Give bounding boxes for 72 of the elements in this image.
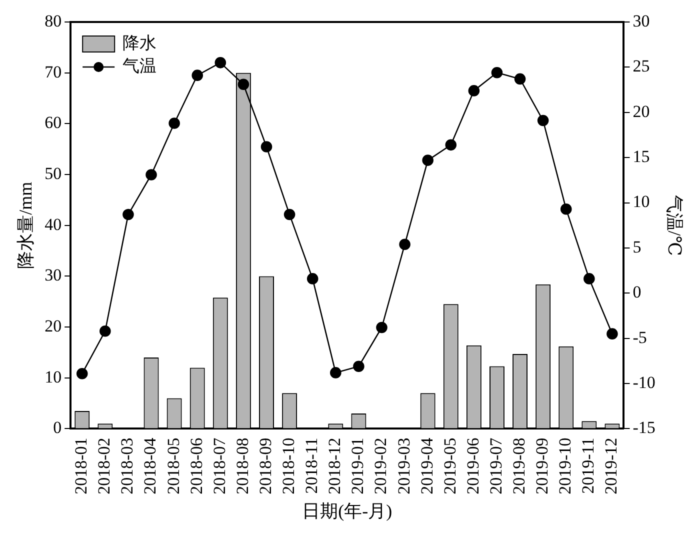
point bbox=[76, 368, 88, 380]
point bbox=[584, 273, 595, 284]
y2-tick-label: 15 bbox=[632, 147, 650, 166]
x-tick-label: 2018-04 bbox=[140, 437, 160, 494]
y2-tick-label: 20 bbox=[632, 102, 650, 121]
x-tick-label: 2019-04 bbox=[417, 437, 436, 494]
point bbox=[122, 208, 134, 220]
y2-axis-title: 气温/℃ bbox=[664, 194, 684, 256]
legend-label: 气温 bbox=[122, 56, 157, 76]
x-tick-label: 2018-09 bbox=[256, 438, 275, 494]
y-tick-label: 80 bbox=[44, 11, 62, 30]
x-tick-label: 2019-06 bbox=[463, 438, 482, 494]
point bbox=[168, 118, 180, 129]
point bbox=[606, 328, 618, 340]
y2-tick-label: 5 bbox=[632, 237, 642, 256]
point bbox=[422, 154, 434, 166]
point bbox=[468, 85, 480, 96]
y2-tick-label: -15 bbox=[632, 418, 656, 438]
x-tick-label: 2018-10 bbox=[279, 438, 298, 494]
y2-tick-label: -10 bbox=[632, 373, 656, 392]
y-axis-title: 降水量/mm bbox=[16, 182, 36, 269]
point bbox=[146, 169, 157, 180]
x-axis-title: 日期(年-月) bbox=[302, 500, 392, 521]
point bbox=[560, 203, 572, 215]
x-tick-label: 2019-01 bbox=[348, 438, 368, 494]
x-tick-label: 2019-07 bbox=[486, 437, 506, 494]
x-tick-label: 2018-05 bbox=[164, 438, 183, 494]
x-tick-label: 2018-01 bbox=[72, 438, 91, 494]
point bbox=[491, 66, 503, 78]
legend-label: 降水 bbox=[122, 33, 157, 52]
y-tick-label: 70 bbox=[44, 62, 62, 82]
x-tick-label: 2018-06 bbox=[186, 438, 206, 494]
point bbox=[537, 114, 549, 126]
x-tick-label: 2019-03 bbox=[394, 438, 414, 494]
x-tick-label: 2019-05 bbox=[440, 438, 460, 494]
y-tick-label: 50 bbox=[44, 164, 62, 183]
point bbox=[260, 141, 272, 152]
x-tick-label: 2019-02 bbox=[371, 438, 390, 494]
x-tick-label: 2018-07 bbox=[210, 437, 229, 494]
y2-tick-label: 0 bbox=[632, 282, 642, 302]
y2-tick-label: 25 bbox=[632, 56, 650, 76]
point bbox=[514, 73, 526, 85]
point bbox=[399, 238, 410, 250]
x-tick-label: 2018-08 bbox=[232, 438, 252, 494]
x-tick-label: 2019-12 bbox=[602, 438, 621, 494]
point bbox=[192, 70, 204, 81]
x-tick-label: 2018-12 bbox=[325, 438, 344, 494]
point bbox=[284, 208, 296, 220]
x-tick-label: 2018-11 bbox=[302, 438, 322, 494]
point bbox=[445, 139, 457, 151]
y-tick-label: 30 bbox=[44, 266, 62, 285]
x-tick-label: 2018-03 bbox=[118, 438, 137, 494]
y2-tick-label: -5 bbox=[632, 328, 647, 347]
point bbox=[376, 322, 388, 334]
y-tick-label: 0 bbox=[53, 418, 62, 438]
x-tick-label: 2019-11 bbox=[578, 438, 598, 494]
point bbox=[100, 325, 111, 337]
x-tick-label: 2018-02 bbox=[94, 438, 114, 494]
y-tick-label: 40 bbox=[44, 214, 62, 234]
y2-tick-label: 30 bbox=[632, 11, 650, 30]
point bbox=[353, 360, 364, 372]
point bbox=[330, 367, 342, 378]
y-tick-label: 60 bbox=[44, 113, 62, 132]
x-tick-label: 2019-10 bbox=[556, 438, 575, 494]
y-tick-label: 20 bbox=[44, 316, 62, 336]
x-tick-label: 2019-08 bbox=[509, 438, 528, 494]
y-tick-label: 10 bbox=[44, 367, 62, 386]
x-tick-label: 2019-09 bbox=[532, 438, 552, 494]
point bbox=[306, 273, 318, 284]
point bbox=[238, 78, 250, 90]
point bbox=[214, 57, 226, 68]
y2-tick-label: 10 bbox=[632, 192, 650, 212]
